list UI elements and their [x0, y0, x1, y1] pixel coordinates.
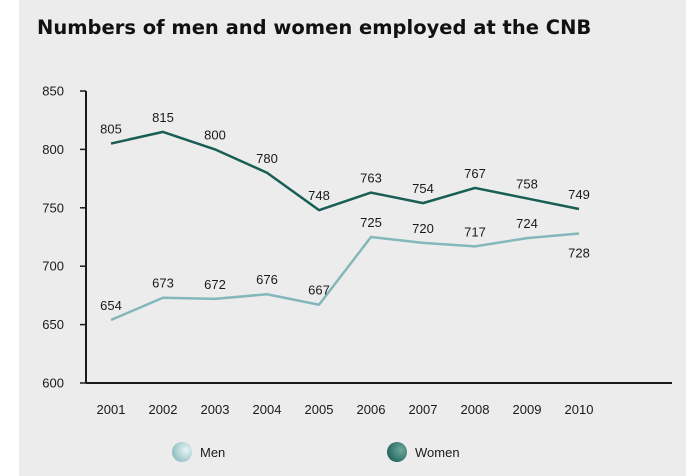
- x-tick-label: 2004: [253, 402, 282, 417]
- data-label-men: 717: [464, 224, 486, 239]
- y-tick-label: 700: [42, 259, 64, 274]
- chart-panel: [19, 0, 686, 476]
- x-tick-label: 2009: [513, 402, 542, 417]
- data-label-women: 749: [568, 187, 590, 202]
- x-tick-label: 2008: [461, 402, 490, 417]
- legend-label-men: Men: [200, 445, 225, 460]
- data-label-women: 748: [308, 188, 330, 203]
- y-tick-label: 650: [42, 317, 64, 332]
- y-tick-label: 800: [42, 142, 64, 157]
- y-tick-label: 850: [42, 84, 64, 99]
- legend-swatch-women: [387, 442, 407, 462]
- data-label-men: 725: [360, 215, 382, 230]
- data-label-men: 667: [308, 283, 330, 298]
- x-tick-label: 2003: [201, 402, 230, 417]
- data-label-women: 780: [256, 151, 278, 166]
- data-label-women: 815: [152, 110, 174, 125]
- x-tick-label: 2002: [149, 402, 178, 417]
- x-tick-label: 2010: [565, 402, 594, 417]
- data-label-women: 763: [360, 171, 382, 186]
- data-label-men: 676: [256, 272, 278, 287]
- x-tick-label: 2005: [305, 402, 334, 417]
- y-tick-label: 600: [42, 376, 64, 391]
- x-tick-label: 2007: [409, 402, 438, 417]
- data-label-men: 728: [568, 245, 590, 260]
- data-label-men: 672: [204, 277, 226, 292]
- data-label-women: 805: [100, 122, 122, 137]
- data-label-men: 673: [152, 276, 174, 291]
- series-line-men: [110, 232, 580, 322]
- legend-label-women: Women: [415, 445, 460, 460]
- data-label-men: 724: [516, 216, 538, 231]
- data-label-men: 720: [412, 221, 434, 236]
- data-label-men: 654: [100, 298, 122, 313]
- data-label-women: 758: [516, 176, 538, 191]
- legend-swatch-men: [172, 442, 192, 462]
- data-label-women: 767: [464, 166, 486, 181]
- data-label-women: 754: [412, 181, 434, 196]
- x-tick-label: 2001: [97, 402, 126, 417]
- x-tick-label: 2006: [357, 402, 386, 417]
- chart-title: Numbers of men and women employed at the…: [37, 16, 592, 39]
- data-label-women: 800: [204, 127, 226, 142]
- series-line-women: [110, 130, 580, 212]
- y-tick-label: 750: [42, 200, 64, 215]
